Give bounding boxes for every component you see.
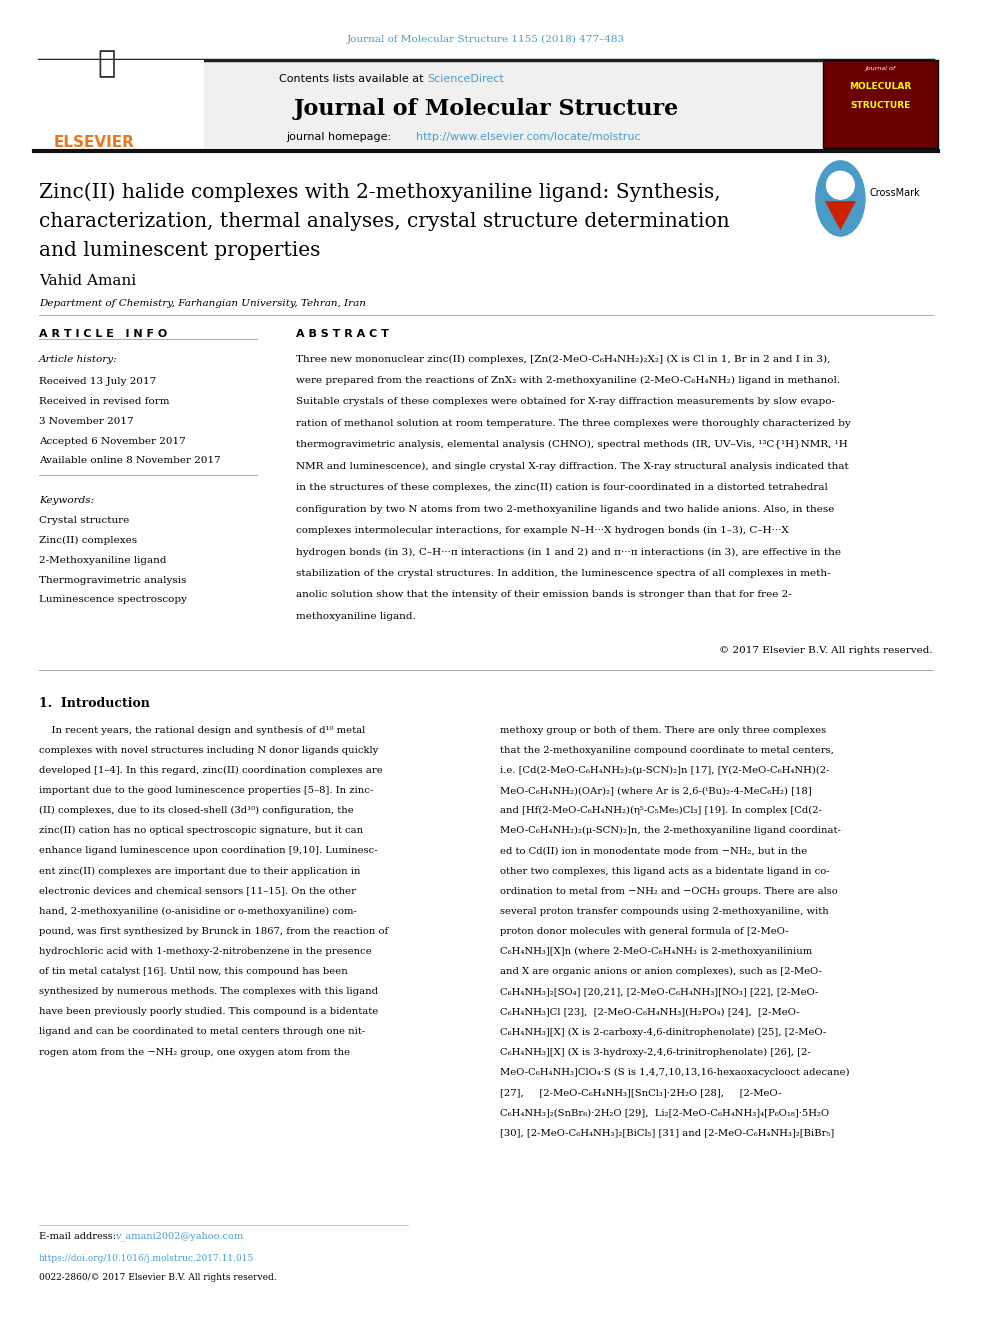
Text: of tin metal catalyst [16]. Until now, this compound has been: of tin metal catalyst [16]. Until now, t… <box>39 967 347 976</box>
Text: Received 13 July 2017: Received 13 July 2017 <box>39 377 156 386</box>
Text: MeO-C₆H₄NH₃]ClO₄·S (S is 1,4,7,10,13,16-hexaoxacyclooct adecane): MeO-C₆H₄NH₃]ClO₄·S (S is 1,4,7,10,13,16-… <box>500 1068 850 1077</box>
Text: Journal of Molecular Structure: Journal of Molecular Structure <box>294 98 679 120</box>
Text: ed to Cd(II) ion in monodentate mode from −NH₂, but in the: ed to Cd(II) ion in monodentate mode fro… <box>500 847 807 856</box>
Text: Received in revised form: Received in revised form <box>39 397 170 406</box>
Text: and luminescent properties: and luminescent properties <box>39 241 320 259</box>
Text: ELSEVIER: ELSEVIER <box>54 135 134 149</box>
FancyBboxPatch shape <box>34 60 204 148</box>
Text: C₆H₄NH₃]₂[SO₄] [20,21], [2-MeO-C₆H₄NH₃][NO₃] [22], [2-MeO-: C₆H₄NH₃]₂[SO₄] [20,21], [2-MeO-C₆H₄NH₃][… <box>500 987 818 996</box>
Text: Department of Chemistry, Farhangian University, Tehran, Iran: Department of Chemistry, Farhangian Univ… <box>39 299 366 308</box>
Text: electronic devices and chemical sensors [11–15]. On the other: electronic devices and chemical sensors … <box>39 886 356 896</box>
Text: MeO-C₆H₄NH₂)(OAr)₂] (where Ar is 2,6-(ᵗBu)₂-4-MeC₆H₂) [18]: MeO-C₆H₄NH₂)(OAr)₂] (where Ar is 2,6-(ᵗB… <box>500 786 812 795</box>
Text: hand, 2-methoxyaniline (o-anisidine or o-methoxyaniline) com-: hand, 2-methoxyaniline (o-anisidine or o… <box>39 906 357 916</box>
Text: https://doi.org/10.1016/j.molstruc.2017.11.015: https://doi.org/10.1016/j.molstruc.2017.… <box>39 1254 254 1263</box>
Text: ligand and can be coordinated to metal centers through one nit-: ligand and can be coordinated to metal c… <box>39 1028 365 1036</box>
Text: (II) complexes, due to its closed-shell (3d¹⁰) configuration, the: (II) complexes, due to its closed-shell … <box>39 806 353 815</box>
Text: ordination to metal from −NH₂ and −OCH₃ groups. There are also: ordination to metal from −NH₂ and −OCH₃ … <box>500 886 838 896</box>
Text: and [Hf(2-MeO-C₆H₄NH₂)(η⁵-C₅Me₅)Cl₃] [19]. In complex [Cd(2-: and [Hf(2-MeO-C₆H₄NH₂)(η⁵-C₅Me₅)Cl₃] [19… <box>500 806 822 815</box>
Text: proton donor molecules with general formula of [2-MeO-: proton donor molecules with general form… <box>500 927 789 935</box>
Text: configuration by two N atoms from two 2-methoxyaniline ligands and two halide an: configuration by two N atoms from two 2-… <box>297 504 834 513</box>
Text: hydrochloric acid with 1-methoxy-2-nitrobenzene in the presence: hydrochloric acid with 1-methoxy-2-nitro… <box>39 947 372 957</box>
FancyBboxPatch shape <box>823 60 937 148</box>
Ellipse shape <box>825 171 855 200</box>
Text: MOLECULAR: MOLECULAR <box>849 82 912 91</box>
Text: Vahid Amani: Vahid Amani <box>39 274 136 288</box>
Text: methoxy group or both of them. There are only three complexes: methoxy group or both of them. There are… <box>500 726 826 734</box>
Text: Available online 8 November 2017: Available online 8 November 2017 <box>39 456 220 466</box>
Text: and X are organic anions or anion complexes), such as [2-MeO-: and X are organic anions or anion comple… <box>500 967 822 976</box>
Text: anolic solution show that the intensity of their emission bands is stronger than: anolic solution show that the intensity … <box>297 590 792 599</box>
Text: Thermogravimetric analysis: Thermogravimetric analysis <box>39 576 186 585</box>
Text: E-mail address:: E-mail address: <box>39 1232 119 1241</box>
Text: C₆H₄NH₃][X] (X is 3-hydroxy-2,4,6-trinitrophenolate) [26], [2-: C₆H₄NH₃][X] (X is 3-hydroxy-2,4,6-trinit… <box>500 1048 811 1057</box>
Text: methoxyaniline ligand.: methoxyaniline ligand. <box>297 611 416 620</box>
Text: hydrogen bonds (in 3), C–H···π interactions (in 1 and 2) and π···π interactions : hydrogen bonds (in 3), C–H···π interacti… <box>297 548 841 557</box>
Text: NMR and luminescence), and single crystal X-ray diffraction. The X-ray structura: NMR and luminescence), and single crysta… <box>297 462 849 471</box>
Text: complexes intermolecular interactions, for example N–H···X hydrogen bonds (in 1–: complexes intermolecular interactions, f… <box>297 527 789 534</box>
Text: [30], [2-MeO-C₆H₄NH₃]₂[BiCl₅] [31] and [2-MeO-C₆H₄NH₃]₂[BiBr₅]: [30], [2-MeO-C₆H₄NH₃]₂[BiCl₅] [31] and [… <box>500 1129 834 1136</box>
Text: Luminescence spectroscopy: Luminescence spectroscopy <box>39 595 186 605</box>
Text: CrossMark: CrossMark <box>870 188 921 198</box>
Text: v_amani2002@yahoo.com: v_amani2002@yahoo.com <box>115 1232 243 1241</box>
Text: Contents lists available at: Contents lists available at <box>280 74 428 85</box>
Text: important due to the good luminescence properties [5–8]. In zinc-: important due to the good luminescence p… <box>39 786 373 795</box>
Text: C₆H₄NH₃]₂(SnBr₆)·2H₂O [29],  Li₂[2-MeO-C₆H₄NH₃]₄[P₆O₁₈]·5H₂O: C₆H₄NH₃]₂(SnBr₆)·2H₂O [29], Li₂[2-MeO-C₆… <box>500 1107 829 1117</box>
Text: zinc(II) cation has no optical spectroscopic signature, but it can: zinc(II) cation has no optical spectrosc… <box>39 827 363 835</box>
Text: STRUCTURE: STRUCTURE <box>850 101 911 110</box>
Text: were prepared from the reactions of ZnX₂ with 2-methoxyaniline (2-MeO-C₆H₄NH₂) l: were prepared from the reactions of ZnX₂… <box>297 376 840 385</box>
Polygon shape <box>825 201 856 230</box>
Text: Crystal structure: Crystal structure <box>39 516 129 525</box>
Text: pound, was first synthesized by Brunck in 1867, from the reaction of: pound, was first synthesized by Brunck i… <box>39 927 388 935</box>
Text: C₆H₄NH₃]Cl [23],  [2-MeO-C₆H₄NH₃](H₂PO₄) [24],  [2-MeO-: C₆H₄NH₃]Cl [23], [2-MeO-C₆H₄NH₃](H₂PO₄) … <box>500 1007 800 1016</box>
Text: complexes with novel structures including N donor ligands quickly: complexes with novel structures includin… <box>39 746 378 755</box>
Text: that the 2-methoxyaniline compound coordinate to metal centers,: that the 2-methoxyaniline compound coord… <box>500 746 834 755</box>
Text: 1.  Introduction: 1. Introduction <box>39 697 150 709</box>
Text: Suitable crystals of these complexes were obtained for X-ray diffraction measure: Suitable crystals of these complexes wer… <box>297 397 835 406</box>
Text: Journal of Molecular Structure 1155 (2018) 477–483: Journal of Molecular Structure 1155 (201… <box>347 34 625 44</box>
Text: Accepted 6 November 2017: Accepted 6 November 2017 <box>39 437 186 446</box>
Text: synthesized by numerous methods. The complexes with this ligand: synthesized by numerous methods. The com… <box>39 987 378 996</box>
Text: journal homepage:: journal homepage: <box>287 132 395 143</box>
Text: have been previously poorly studied. This compound is a bidentate: have been previously poorly studied. Thi… <box>39 1007 378 1016</box>
Text: A B S T R A C T: A B S T R A C T <box>297 329 389 340</box>
Text: 2-Methoxyaniline ligand: 2-Methoxyaniline ligand <box>39 556 167 565</box>
Text: A R T I C L E   I N F O: A R T I C L E I N F O <box>39 329 167 340</box>
Text: stabilization of the crystal structures. In addition, the luminescence spectra o: stabilization of the crystal structures.… <box>297 569 831 578</box>
Text: several proton transfer compounds using 2-methoxyaniline, with: several proton transfer compounds using … <box>500 906 829 916</box>
Text: C₆H₄NH₃][X]n (where 2-MeO-C₆H₄NH₃ is 2-methoxyanilinium: C₆H₄NH₃][X]n (where 2-MeO-C₆H₄NH₃ is 2-m… <box>500 947 812 957</box>
Text: Journal of: Journal of <box>865 66 896 71</box>
Text: MeO-C₆H₄NH₂)₂(μ-SCN)₂]n, the 2-methoxyaniline ligand coordinat-: MeO-C₆H₄NH₂)₂(μ-SCN)₂]n, the 2-methoxyan… <box>500 827 841 835</box>
Text: In recent years, the rational design and synthesis of d¹⁰ metal: In recent years, the rational design and… <box>39 726 365 734</box>
Text: http://www.elsevier.com/locate/molstruc: http://www.elsevier.com/locate/molstruc <box>416 132 641 143</box>
Text: rogen atom from the −NH₂ group, one oxygen atom from the: rogen atom from the −NH₂ group, one oxyg… <box>39 1048 350 1057</box>
Text: 0022-2860/© 2017 Elsevier B.V. All rights reserved.: 0022-2860/© 2017 Elsevier B.V. All right… <box>39 1273 277 1282</box>
Text: other two complexes, this ligand acts as a bidentate ligand in co-: other two complexes, this ligand acts as… <box>500 867 830 876</box>
Text: in the structures of these complexes, the zinc(II) cation is four-coordinated in: in the structures of these complexes, th… <box>297 483 828 492</box>
Text: enhance ligand luminescence upon coordination [9,10]. Luminesc-: enhance ligand luminescence upon coordin… <box>39 847 378 856</box>
Text: ration of methanol solution at room temperature. The three complexes were thorou: ration of methanol solution at room temp… <box>297 419 851 427</box>
Text: i.e. [Cd(2-MeO-C₆H₄NH₂)₂(μ-SCN)₂]n [17], [Y(2-MeO-C₆H₄NH)(2-: i.e. [Cd(2-MeO-C₆H₄NH₂)₂(μ-SCN)₂]n [17],… <box>500 766 830 775</box>
Text: characterization, thermal analyses, crystal structure determination: characterization, thermal analyses, crys… <box>39 212 729 230</box>
Text: C₆H₄NH₃][X] (X is 2-carboxy-4,6-dinitrophenolate) [25], [2-MeO-: C₆H₄NH₃][X] (X is 2-carboxy-4,6-dinitrop… <box>500 1028 826 1036</box>
Text: Article history:: Article history: <box>39 355 117 364</box>
Text: Zinc(II) halide complexes with 2-methoxyaniline ligand: Synthesis,: Zinc(II) halide complexes with 2-methoxy… <box>39 183 720 202</box>
Text: Zinc(II) complexes: Zinc(II) complexes <box>39 536 137 545</box>
Text: developed [1–4]. In this regard, zinc(II) coordination complexes are: developed [1–4]. In this regard, zinc(II… <box>39 766 383 775</box>
Text: thermogravimetric analysis, elemental analysis (CHNO), spectral methods (IR, UV–: thermogravimetric analysis, elemental an… <box>297 441 848 450</box>
Text: Keywords:: Keywords: <box>39 496 94 505</box>
FancyBboxPatch shape <box>34 60 937 148</box>
Text: [27],     [2-MeO-C₆H₄NH₃][SnCl₃]·2H₂O [28],     [2-MeO-: [27], [2-MeO-C₆H₄NH₃][SnCl₃]·2H₂O [28], … <box>500 1088 782 1097</box>
Text: 3 November 2017: 3 November 2017 <box>39 417 134 426</box>
Text: ScienceDirect: ScienceDirect <box>428 74 504 85</box>
Text: 🌳: 🌳 <box>98 49 116 78</box>
Text: © 2017 Elsevier B.V. All rights reserved.: © 2017 Elsevier B.V. All rights reserved… <box>719 647 932 655</box>
Text: ent zinc(II) complexes are important due to their application in: ent zinc(II) complexes are important due… <box>39 867 360 876</box>
Ellipse shape <box>815 160 866 237</box>
Text: Three new mononuclear zinc(II) complexes, [Zn(2-MeO-C₆H₄NH₂)₂X₂] (X is Cl in 1, : Three new mononuclear zinc(II) complexes… <box>297 355 830 364</box>
